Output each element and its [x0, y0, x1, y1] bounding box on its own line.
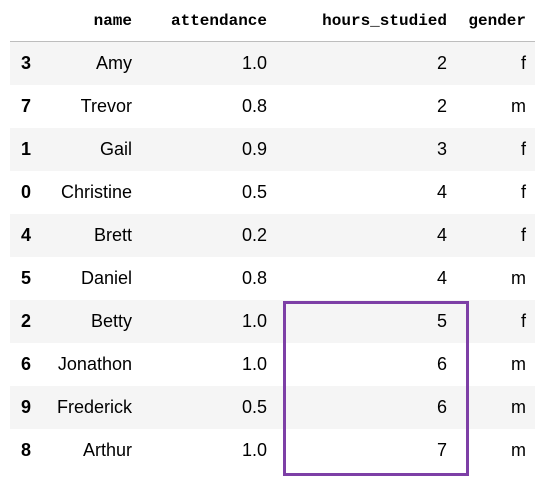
hours-studied-cell: 2 — [436, 95, 447, 116]
table-body: 3 Amy 1.0 2 f 7 Trevor 0.8 2 m 1 Gail 0.… — [10, 41, 535, 472]
gender-cell: f — [520, 310, 526, 331]
hours-studied-column-header: hours_studied — [276, 0, 456, 42]
gender-cell: m — [511, 95, 526, 116]
name-cell: Arthur — [82, 439, 132, 460]
name-cell: Trevor — [80, 95, 132, 116]
table-row: 4 Brett 0.2 4 f — [10, 213, 535, 257]
gender-cell: f — [520, 181, 526, 202]
row-index: 5 — [20, 267, 31, 288]
hours-studied-cell: 3 — [436, 138, 447, 159]
hours-studied-cell: 6 — [436, 396, 447, 417]
dataframe-table: name attendance hours_studied gender 3 A… — [10, 0, 535, 472]
gender-cell: f — [520, 52, 526, 73]
row-index: 2 — [20, 310, 31, 331]
name-cell: Frederick — [56, 396, 132, 417]
gender-cell: m — [511, 353, 526, 374]
attendance-cell: 0.9 — [241, 138, 267, 159]
table-row: 8 Arthur 1.0 7 m — [10, 429, 535, 472]
name-cell: Amy — [96, 52, 132, 73]
gender-cell: m — [511, 267, 526, 288]
table-row: 1 Gail 0.9 3 f — [10, 127, 535, 171]
table-row: 9 Frederick 0.5 6 m — [10, 385, 535, 429]
table-row: 0 Christine 0.5 4 f — [10, 171, 535, 214]
name-cell: Daniel — [80, 267, 132, 288]
table-row: 2 Betty 1.0 5 f — [10, 299, 535, 343]
row-index: 7 — [20, 95, 31, 116]
row-index: 1 — [20, 138, 31, 159]
name-cell: Christine — [60, 181, 132, 202]
table-row: 5 Daniel 0.8 4 m — [10, 257, 535, 300]
row-index: 6 — [20, 353, 31, 374]
name-cell: Brett — [93, 224, 132, 245]
name-cell: Gail — [99, 138, 132, 159]
attendance-cell: 0.5 — [241, 396, 267, 417]
attendance-cell: 0.8 — [241, 267, 267, 288]
table-row: 3 Amy 1.0 2 f — [10, 41, 535, 85]
hours-studied-cell: 4 — [436, 267, 447, 288]
gender-cell: m — [511, 439, 526, 460]
hours-studied-cell: 6 — [436, 353, 447, 374]
header-row: name attendance hours_studied gender — [10, 0, 535, 42]
gender-column-header: gender — [456, 0, 535, 42]
row-index: 0 — [20, 181, 31, 202]
row-index: 9 — [20, 396, 31, 417]
attendance-cell: 0.8 — [241, 95, 267, 116]
name-cell: Betty — [90, 310, 132, 331]
hours-studied-cell: 4 — [436, 181, 447, 202]
hours-studied-cell: 4 — [436, 224, 447, 245]
attendance-cell: 1.0 — [241, 439, 267, 460]
attendance-column-header: attendance — [141, 0, 276, 42]
attendance-cell: 1.0 — [241, 52, 267, 73]
table-header: name attendance hours_studied gender — [10, 0, 535, 42]
row-index: 4 — [20, 224, 31, 245]
hours-studied-cell: 2 — [436, 52, 447, 73]
table-row: 7 Trevor 0.8 2 m — [10, 85, 535, 128]
hours-studied-cell: 5 — [436, 310, 447, 331]
gender-cell: f — [520, 224, 526, 245]
attendance-cell: 0.2 — [241, 224, 267, 245]
attendance-cell: 0.5 — [241, 181, 267, 202]
gender-cell: f — [520, 138, 526, 159]
gender-cell: m — [511, 396, 526, 417]
attendance-cell: 1.0 — [241, 310, 267, 331]
hours-studied-cell: 7 — [436, 439, 447, 460]
row-index: 3 — [20, 52, 31, 73]
row-index: 8 — [20, 439, 31, 460]
name-cell: Jonathon — [57, 353, 132, 374]
name-column-header: name — [42, 0, 141, 42]
table-row: 6 Jonathon 1.0 6 m — [10, 343, 535, 386]
index-column-header — [10, 0, 42, 42]
attendance-cell: 1.0 — [241, 353, 267, 374]
